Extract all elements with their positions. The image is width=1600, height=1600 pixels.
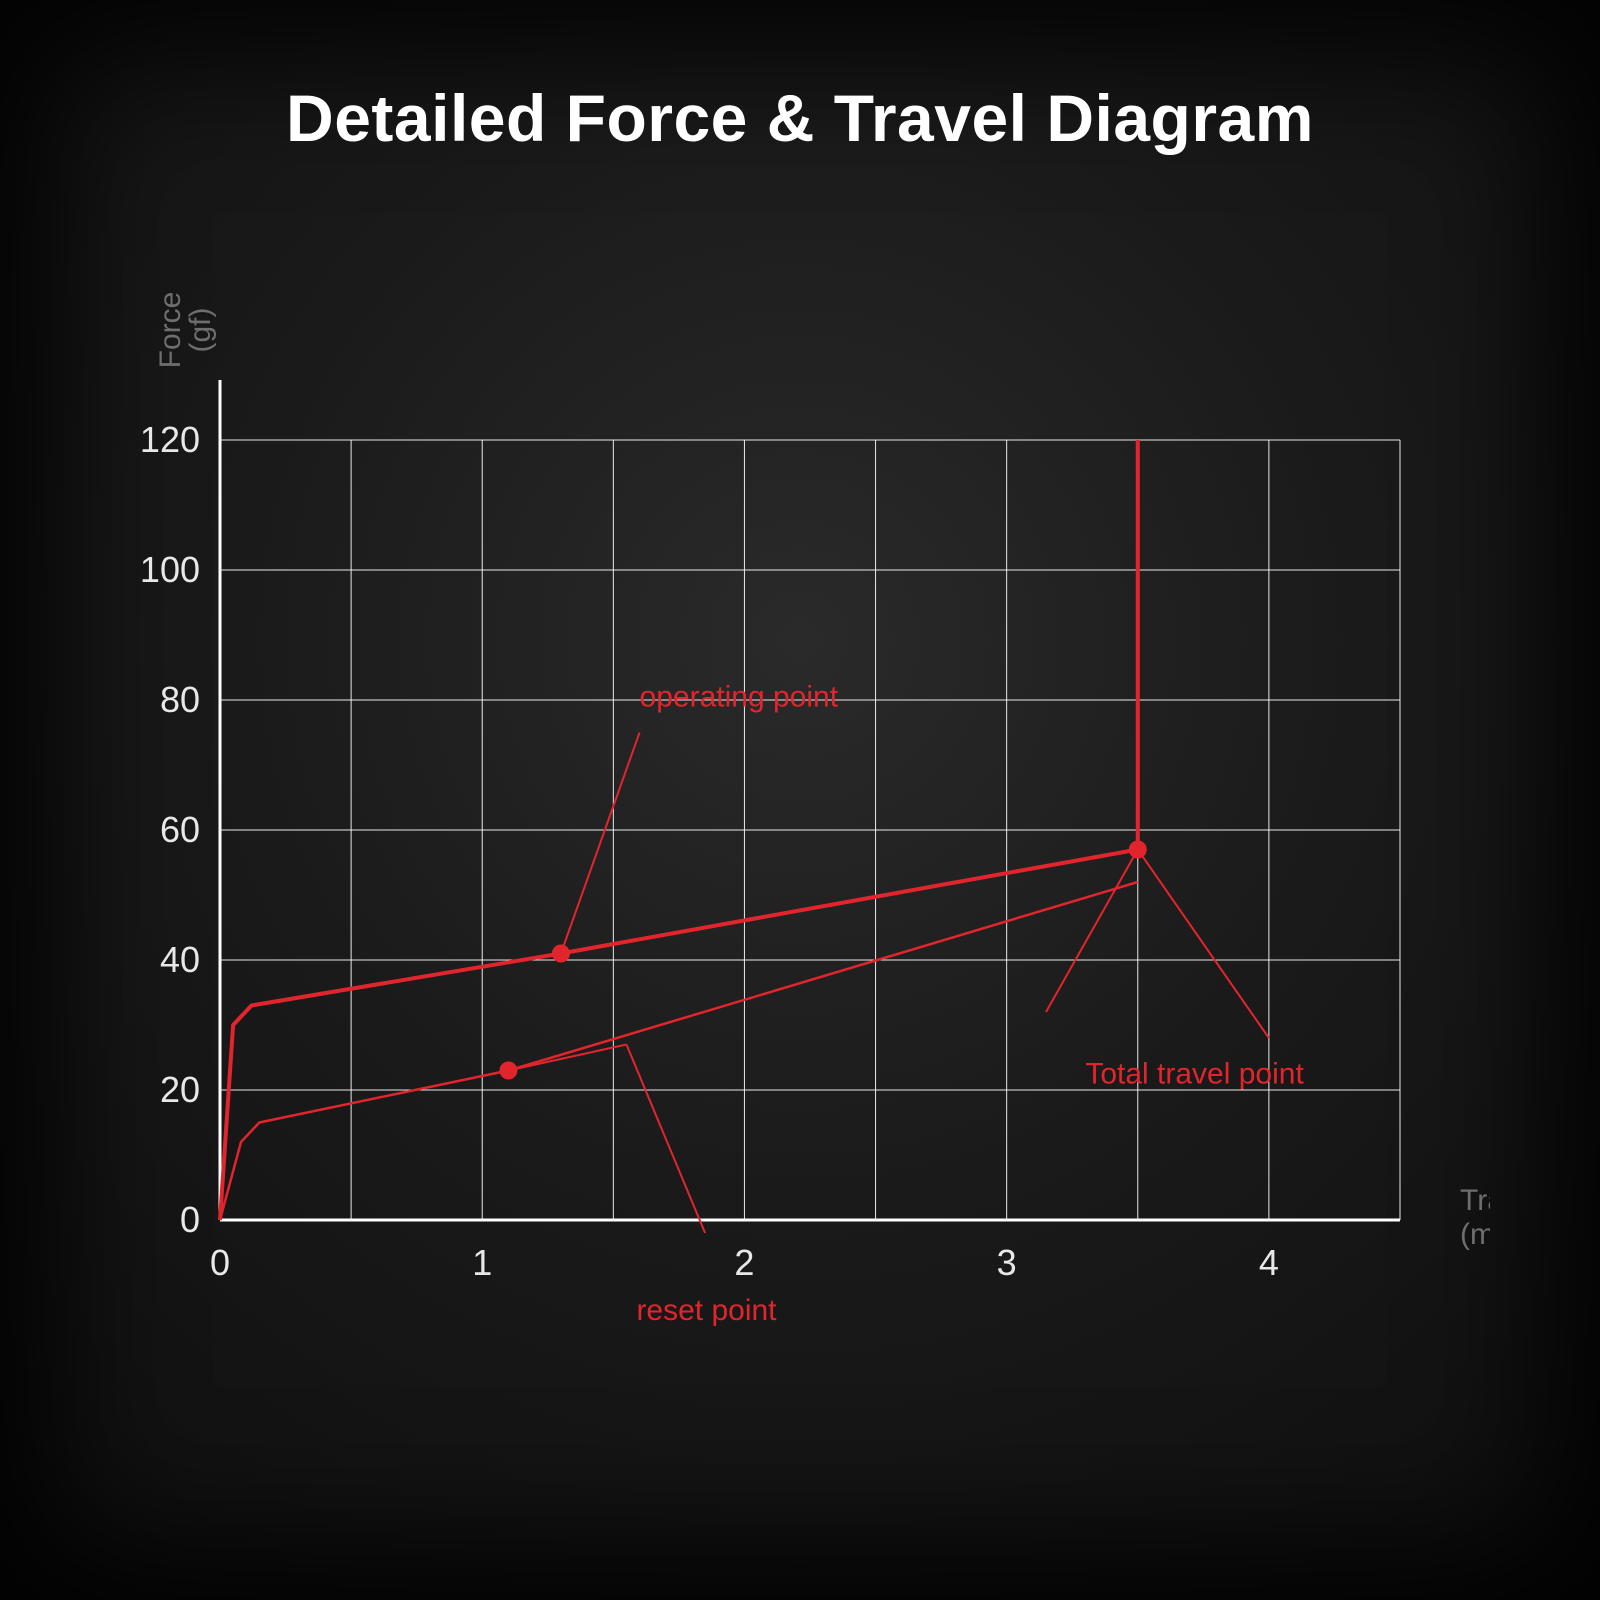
y-axis-unit: (gf) xyxy=(184,308,217,353)
x-tick-label: 4 xyxy=(1259,1242,1279,1283)
annotation-leader xyxy=(561,733,640,954)
x-tick-label: 3 xyxy=(997,1242,1017,1283)
chart-title: Detailed Force & Travel Diagram xyxy=(0,80,1600,156)
y-tick-label: 120 xyxy=(140,419,200,460)
x-tick-label: 2 xyxy=(734,1242,754,1283)
y-tick-label: 0 xyxy=(180,1199,200,1240)
y-tick-label: 20 xyxy=(160,1069,200,1110)
x-axis-label: Travel xyxy=(1460,1184,1490,1217)
annotation-leader xyxy=(1046,850,1138,1013)
y-tick-label: 40 xyxy=(160,939,200,980)
y-axis-label: Force xyxy=(154,292,187,369)
stage: Detailed Force & Travel Diagram Force(gf… xyxy=(0,0,1600,1600)
x-tick-label: 0 xyxy=(210,1242,230,1283)
reset-point-label: reset point xyxy=(636,1294,777,1327)
y-tick-label: 100 xyxy=(140,549,200,590)
annotation-leader xyxy=(1138,850,1269,1039)
operating-point-label: operating point xyxy=(640,681,839,714)
x-tick-label: 1 xyxy=(472,1242,492,1283)
total-travel-point-label: Total travel point xyxy=(1085,1058,1304,1091)
force-travel-chart: Force(gf) 0 20 40 60 80 100 120 0 1 2 3 4 Travel(mm) o… xyxy=(110,260,1490,1340)
chart-svg: Force(gf) 0 20 40 60 80 100 120 0 1 2 3 4 Travel(mm) o… xyxy=(110,260,1490,1340)
y-tick-label: 80 xyxy=(160,679,200,720)
annotation-leader xyxy=(626,1045,705,1234)
annotation-leader xyxy=(508,1045,626,1071)
y-tick-label: 60 xyxy=(160,809,200,850)
x-axis-unit: (mm) xyxy=(1460,1218,1490,1251)
